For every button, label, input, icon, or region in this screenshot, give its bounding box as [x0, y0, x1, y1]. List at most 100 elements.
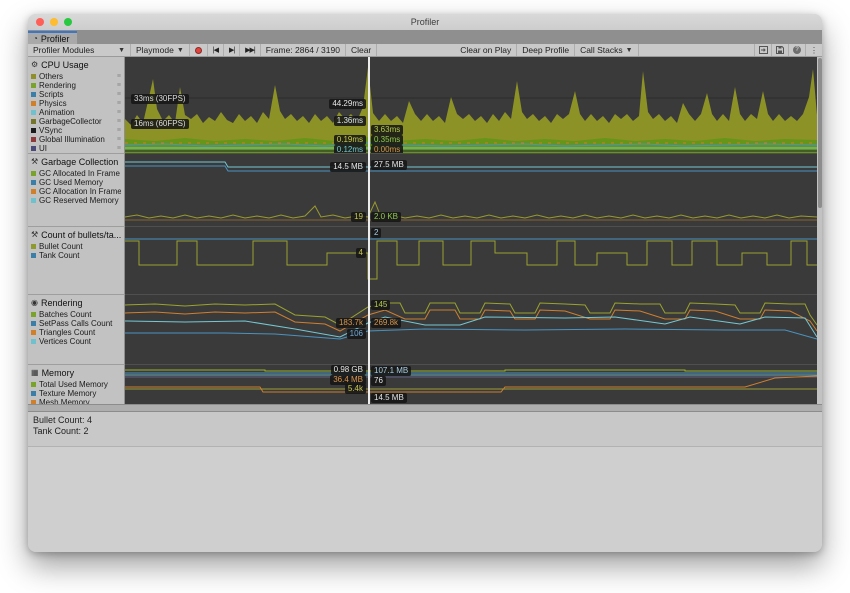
selected-frame-playhead[interactable]	[368, 57, 370, 404]
maximize-window-button[interactable]	[64, 18, 72, 26]
legend-item[interactable]: Bullet Count	[31, 242, 124, 251]
window-title: Profiler	[410, 17, 440, 27]
legend-item[interactable]: Total Used Memory	[31, 380, 124, 389]
frame-value-label: 0.00ms	[371, 145, 404, 153]
rendering-module-header[interactable]: ◉ Rendering	[31, 298, 83, 308]
guide-label-60fps: 16ms (60FPS)	[131, 119, 189, 129]
chevron-down-icon: ▼	[118, 46, 125, 54]
legend-item[interactable]: UI ≡	[31, 144, 124, 153]
frame-value-label: 2.0 KB	[371, 212, 402, 222]
legend-item[interactable]: GC Allocated In Frame	[31, 169, 124, 178]
rendering-legend: ◉ Rendering Batches Count SetPass Calls …	[28, 294, 125, 364]
color-chip	[31, 400, 36, 404]
cpu-chart[interactable]: 33ms (30FPS) 16ms (60FPS) 44.29ms 1.36ms…	[125, 57, 817, 153]
save-profile-button[interactable]	[771, 44, 788, 56]
detail-line-bullet-count: Bullet Count: 4	[33, 415, 93, 425]
legend-drag-handle[interactable]: ≡	[116, 136, 121, 143]
legend-item[interactable]: VSync ≡	[31, 126, 124, 135]
gc-module-header[interactable]: ⚒ Garbage Collection	[31, 157, 119, 167]
rendering-chart[interactable]: 145 269.8k 183.7k 106	[125, 294, 817, 364]
frame-value-label: 14.5 MB	[330, 162, 366, 172]
legend-item[interactable]: Animation ≡	[31, 108, 124, 117]
legend-item[interactable]: GC Allocation In Frame Cour	[31, 187, 124, 196]
playmode-dropdown[interactable]: Playmode ▼	[131, 44, 190, 56]
legend-item[interactable]: Scripts ≡	[31, 90, 124, 99]
legend-item[interactable]: Global Illumination ≡	[31, 135, 124, 144]
context-menu-button[interactable]: ⋮	[805, 44, 822, 56]
close-window-button[interactable]	[36, 18, 44, 26]
legend-item[interactable]: SetPass Calls Count	[31, 319, 124, 328]
color-chip	[31, 382, 36, 387]
frame-value-label: 0.12ms	[333, 145, 366, 153]
color-chip	[31, 83, 36, 88]
bullets-module-header[interactable]: ⚒ Count of bullets/ta...	[31, 230, 122, 240]
color-chip	[31, 391, 36, 396]
guide-label-30fps: 33ms (30FPS)	[131, 94, 189, 104]
clear-button[interactable]: Clear	[346, 44, 378, 56]
record-button[interactable]	[190, 44, 208, 56]
import-icon	[758, 46, 768, 54]
legend-drag-handle[interactable]: ≡	[116, 109, 121, 116]
memory-module-header[interactable]: ▦ Memory	[31, 368, 75, 378]
call-stacks-dropdown[interactable]: Call Stacks ▼	[575, 44, 639, 56]
legend-item[interactable]: Batches Count	[31, 310, 124, 319]
frame-value-label: 36.4 MB	[330, 375, 366, 385]
gc-chart[interactable]: 14.5 MB 27.5 MB 19 2.0 KB	[125, 153, 817, 226]
legend-drag-handle[interactable]: ≡	[116, 118, 121, 125]
legend-drag-handle[interactable]: ≡	[116, 82, 121, 89]
frame-value-label: 106	[346, 329, 366, 339]
color-chip	[31, 101, 36, 106]
current-frame-button[interactable]: ▶▶|	[240, 44, 261, 56]
rendering-camera-icon: ◉	[31, 298, 38, 307]
legend-item[interactable]: GC Reserved Memory	[31, 196, 124, 205]
cpu-module-header[interactable]: ⚙ CPU Usage	[31, 60, 89, 70]
scrollbar-thumb[interactable]	[817, 58, 822, 208]
legend-item[interactable]: Triangles Count	[31, 328, 124, 337]
frame-value-label: 2	[371, 228, 382, 238]
deep-profile-toggle[interactable]: Deep Profile	[517, 44, 576, 56]
legend-item[interactable]: Mesh Memory	[31, 398, 124, 404]
legend-item[interactable]: GC Used Memory	[31, 178, 124, 187]
memory-chart[interactable]: 0.98 GB 36.4 MB 5.4k 107.1 MB 76 14.5 MB	[125, 364, 817, 404]
pane-splitter[interactable]	[28, 404, 822, 412]
legend-item[interactable]: Rendering ≡	[31, 81, 124, 90]
frame-value-label: 5.4k	[344, 384, 366, 394]
help-icon: ?	[793, 46, 801, 54]
previous-frame-button[interactable]: |◀	[208, 44, 224, 56]
next-frame-button[interactable]: ▶|	[224, 44, 241, 56]
legend-drag-handle[interactable]: ≡	[116, 73, 121, 80]
color-chip	[31, 330, 36, 335]
bullets-chart[interactable]: 2 4	[125, 226, 817, 294]
color-chip	[31, 180, 36, 185]
kebab-menu-icon: ⋮	[810, 45, 818, 55]
frame-value-label: 4	[355, 248, 366, 258]
legend-item[interactable]: Texture Memory	[31, 389, 124, 398]
frame-value-label: 0.19ms	[333, 135, 366, 145]
color-chip	[31, 137, 36, 142]
tab-profiler[interactable]: ◔ Profiler	[28, 31, 78, 44]
legend-item[interactable]: Others ≡	[31, 72, 124, 81]
garbage-collection-icon: ⚒	[31, 157, 39, 166]
legend-drag-handle[interactable]: ≡	[116, 145, 121, 152]
legend-drag-handle[interactable]: ≡	[116, 127, 121, 134]
legend-item[interactable]: Tank Count	[31, 251, 124, 260]
frame-value-label: 3.63ms	[371, 125, 404, 135]
help-button[interactable]: ?	[788, 44, 805, 56]
cpu-usage-icon: ⚙	[31, 60, 39, 69]
vertical-scrollbar[interactable]	[817, 57, 822, 404]
custom-module-icon: ⚒	[31, 230, 39, 239]
color-chip	[31, 198, 36, 203]
minimize-window-button[interactable]	[50, 18, 58, 26]
profiler-modules-dropdown[interactable]: Profiler Modules ▼	[28, 44, 131, 56]
color-chip	[31, 128, 36, 133]
clear-on-play-toggle[interactable]: Clear on Play	[455, 44, 518, 56]
bullets-legend: ⚒ Count of bullets/ta... Bullet Count Ta…	[28, 226, 125, 294]
legend-item[interactable]: GarbageCollector ≡	[31, 117, 124, 126]
module-row-bullets: ⚒ Count of bullets/ta... Bullet Count Ta…	[28, 226, 817, 294]
legend-drag-handle[interactable]: ≡	[116, 91, 121, 98]
chevron-down-icon: ▼	[625, 46, 633, 54]
legend-item[interactable]: Vertices Count	[31, 337, 124, 346]
legend-drag-handle[interactable]: ≡	[116, 100, 121, 107]
legend-item[interactable]: Physics ≡	[31, 99, 124, 108]
load-profile-button[interactable]	[754, 44, 771, 56]
